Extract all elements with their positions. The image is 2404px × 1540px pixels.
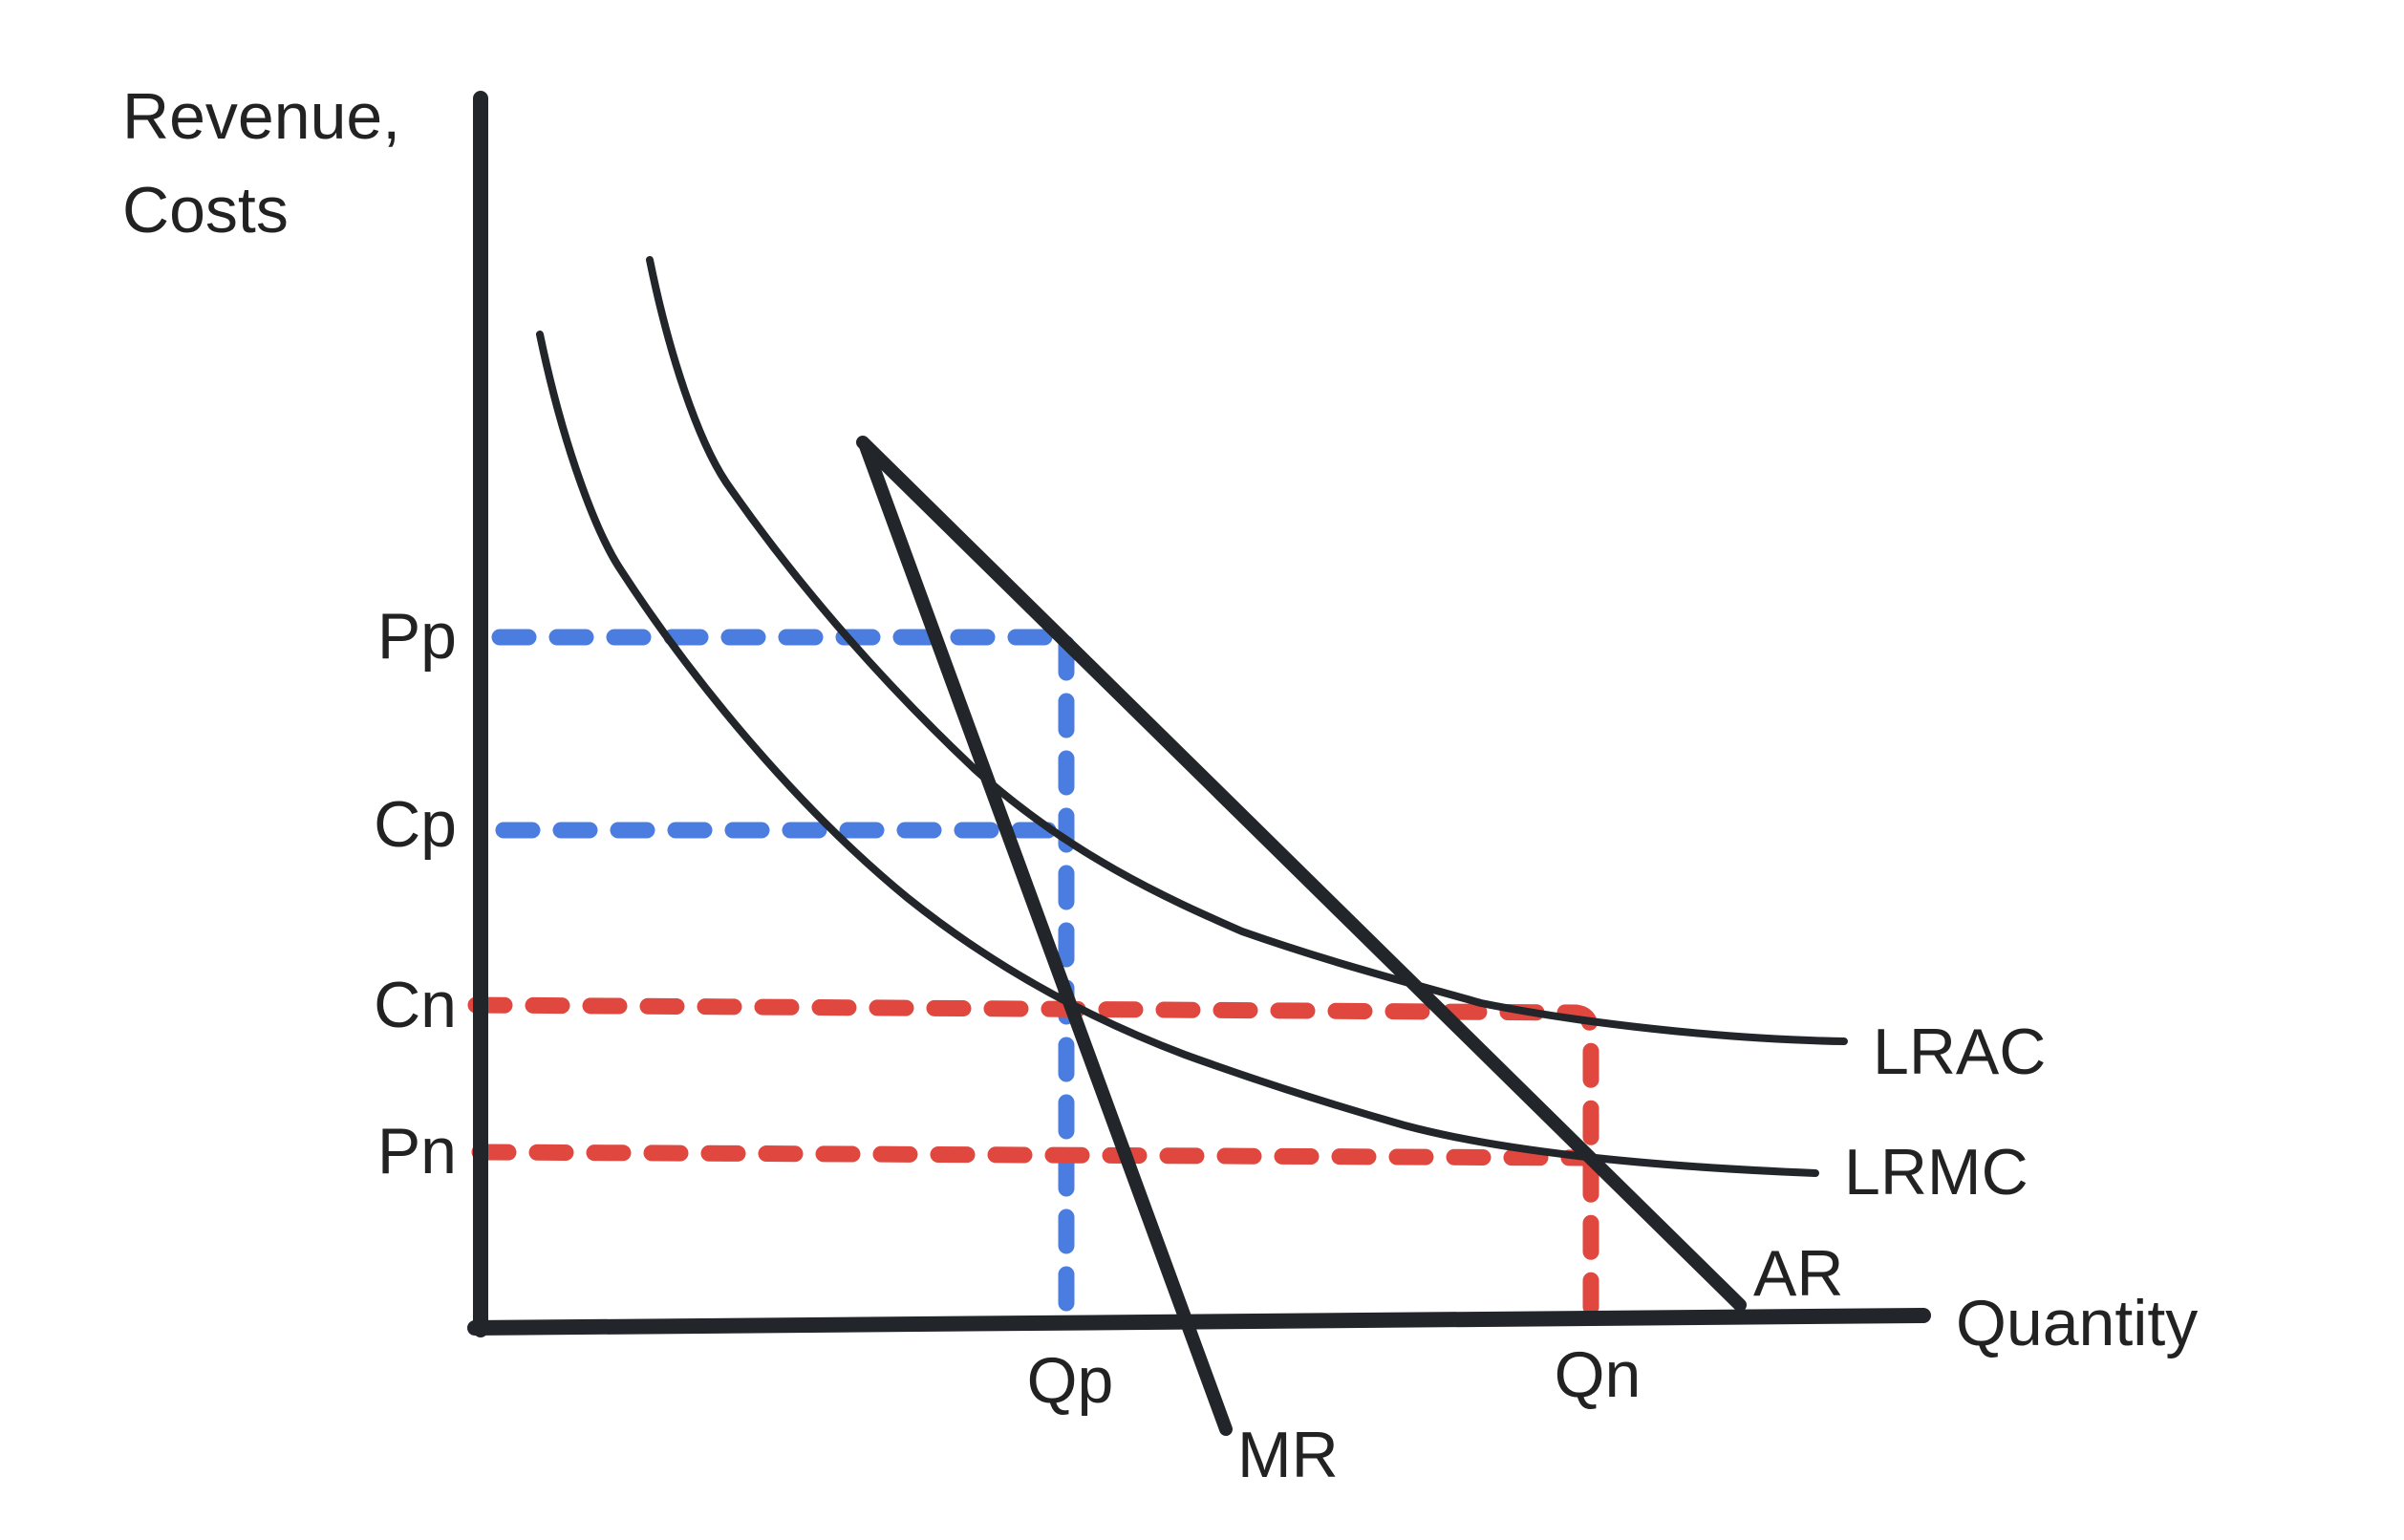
pp-label: Pp: [377, 600, 457, 673]
pn-guide-line: [471, 1144, 1592, 1166]
ar-label: AR: [1753, 1237, 1843, 1310]
qn-label: Qn: [1555, 1338, 1642, 1411]
mr-curve: [859, 439, 1233, 1436]
lrac-label: LRAC: [1873, 1016, 2046, 1088]
ar-curve: [856, 436, 1747, 1312]
qp-label: Qp: [1027, 1344, 1114, 1417]
y-axis-title-line1: Revenue,: [122, 80, 400, 153]
mr-label: MR: [1237, 1419, 1339, 1491]
cn-label: Cn: [374, 969, 457, 1041]
lrmc-curve: [536, 331, 1819, 1177]
lrac-curve: [646, 256, 1848, 1045]
pp-guide-line: [491, 629, 1075, 1327]
y-axis-title-line2: Costs: [122, 174, 289, 246]
x-axis: [467, 1308, 1931, 1336]
pn-label: Pn: [377, 1115, 457, 1187]
cp-label: Cp: [374, 788, 457, 861]
x-axis-title: Quantity: [1956, 1287, 2198, 1359]
lrmc-label: LRMC: [1844, 1136, 2028, 1208]
